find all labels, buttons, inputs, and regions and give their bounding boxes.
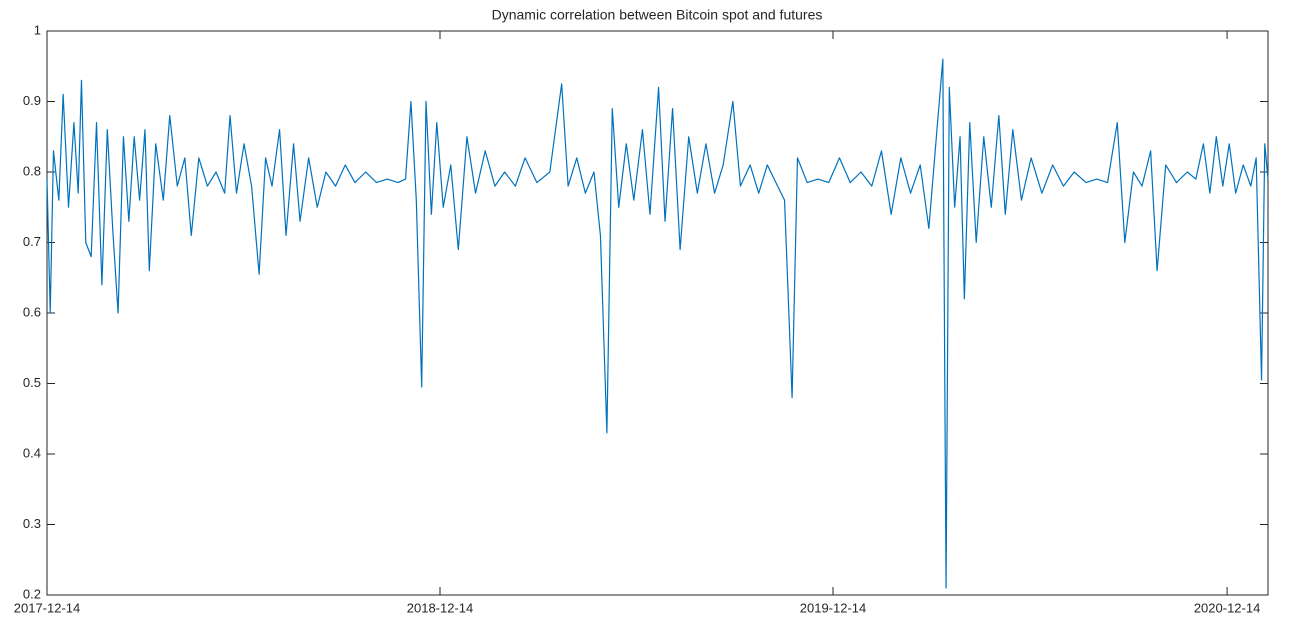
x-tick-label: 2020-12-14 (1194, 600, 1261, 615)
x-tick-label: 2019-12-14 (800, 600, 867, 615)
y-tick-label: 0.9 (23, 93, 41, 108)
y-tick-label: 1 (34, 22, 41, 37)
x-tick-label: 2017-12-14 (14, 600, 81, 615)
y-tick-label: 0.5 (23, 375, 41, 390)
y-tick-label: 0.7 (23, 234, 41, 249)
chart-title: Dynamic correlation between Bitcoin spot… (492, 7, 823, 23)
y-tick-label: 0.6 (23, 304, 41, 319)
y-tick-label: 0.3 (23, 516, 41, 531)
data-line (46, 58, 1269, 589)
y-tick-label: 0.4 (23, 445, 41, 460)
y-tick-label: 0.2 (23, 586, 41, 601)
y-tick-label: 0.8 (23, 163, 41, 178)
x-tick-label: 2018-12-14 (407, 600, 474, 615)
